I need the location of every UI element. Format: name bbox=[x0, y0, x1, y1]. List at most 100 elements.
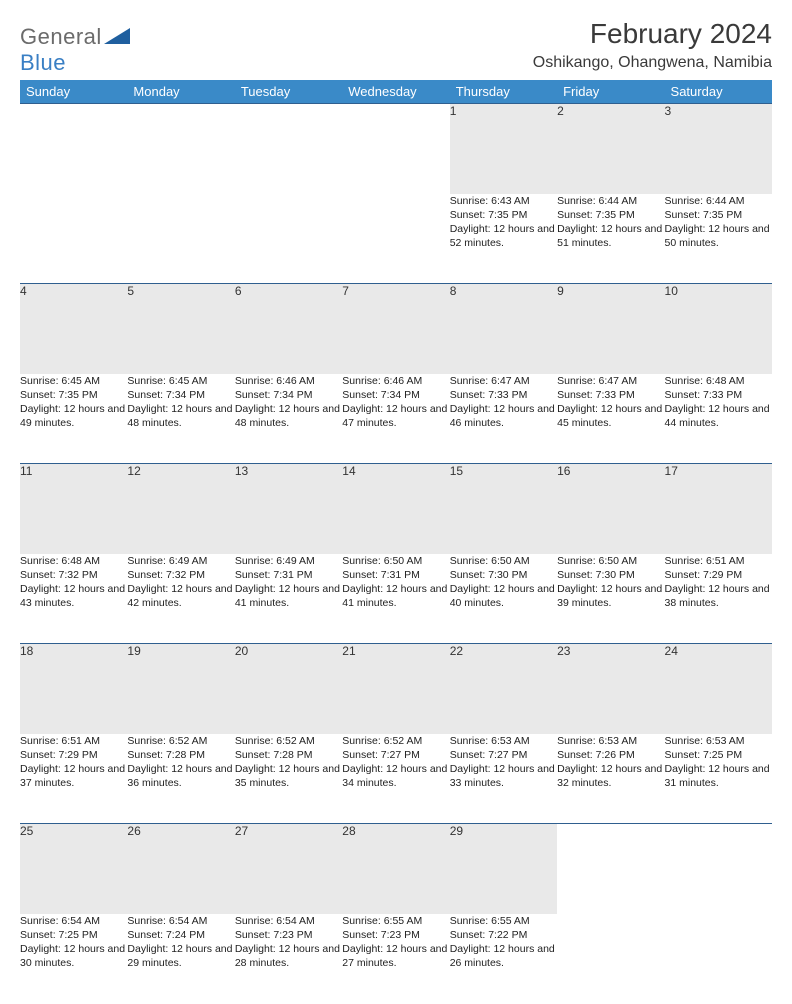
day-detail-cell: Sunrise: 6:53 AMSunset: 7:27 PMDaylight:… bbox=[450, 734, 557, 824]
daylight-line: Daylight: 12 hours and 39 minutes. bbox=[557, 582, 664, 610]
sunrise-line: Sunrise: 6:51 AM bbox=[20, 734, 127, 748]
weekday-header: Monday bbox=[127, 80, 234, 104]
detail-row: Sunrise: 6:51 AMSunset: 7:29 PMDaylight:… bbox=[20, 734, 772, 824]
sunrise-line: Sunrise: 6:53 AM bbox=[557, 734, 664, 748]
sunrise-line: Sunrise: 6:48 AM bbox=[20, 554, 127, 568]
day-detail-cell bbox=[235, 194, 342, 284]
sunset-line: Sunset: 7:35 PM bbox=[557, 208, 664, 222]
sunset-line: Sunset: 7:35 PM bbox=[665, 208, 772, 222]
daylight-line: Daylight: 12 hours and 45 minutes. bbox=[557, 402, 664, 430]
daylight-line: Daylight: 12 hours and 51 minutes. bbox=[557, 222, 664, 250]
day-number-cell: 7 bbox=[342, 284, 449, 374]
sunset-line: Sunset: 7:34 PM bbox=[127, 388, 234, 402]
day-detail-cell: Sunrise: 6:47 AMSunset: 7:33 PMDaylight:… bbox=[557, 374, 664, 464]
day-detail-cell: Sunrise: 6:54 AMSunset: 7:24 PMDaylight:… bbox=[127, 914, 234, 1004]
month-title: February 2024 bbox=[533, 18, 772, 50]
day-number-cell: 14 bbox=[342, 464, 449, 554]
daylight-line: Daylight: 12 hours and 33 minutes. bbox=[450, 762, 557, 790]
weekday-header-row: Sunday Monday Tuesday Wednesday Thursday… bbox=[20, 80, 772, 104]
detail-row: Sunrise: 6:48 AMSunset: 7:32 PMDaylight:… bbox=[20, 554, 772, 644]
day-detail-cell: Sunrise: 6:55 AMSunset: 7:23 PMDaylight:… bbox=[342, 914, 449, 1004]
daynum-row: 123 bbox=[20, 104, 772, 194]
sunset-line: Sunset: 7:24 PM bbox=[127, 928, 234, 942]
day-detail-cell: Sunrise: 6:45 AMSunset: 7:34 PMDaylight:… bbox=[127, 374, 234, 464]
sunrise-line: Sunrise: 6:50 AM bbox=[557, 554, 664, 568]
day-detail-cell: Sunrise: 6:45 AMSunset: 7:35 PMDaylight:… bbox=[20, 374, 127, 464]
day-number-cell: 9 bbox=[557, 284, 664, 374]
sunset-line: Sunset: 7:34 PM bbox=[235, 388, 342, 402]
day-number-cell bbox=[127, 104, 234, 194]
sunrise-line: Sunrise: 6:49 AM bbox=[127, 554, 234, 568]
sunset-line: Sunset: 7:28 PM bbox=[235, 748, 342, 762]
sunrise-line: Sunrise: 6:46 AM bbox=[235, 374, 342, 388]
day-detail-cell: Sunrise: 6:44 AMSunset: 7:35 PMDaylight:… bbox=[557, 194, 664, 284]
sunrise-line: Sunrise: 6:54 AM bbox=[20, 914, 127, 928]
sunset-line: Sunset: 7:33 PM bbox=[450, 388, 557, 402]
day-number-cell: 28 bbox=[342, 824, 449, 914]
day-number-cell: 17 bbox=[665, 464, 772, 554]
day-number-cell: 4 bbox=[20, 284, 127, 374]
daylight-line: Daylight: 12 hours and 36 minutes. bbox=[127, 762, 234, 790]
daylight-line: Daylight: 12 hours and 48 minutes. bbox=[127, 402, 234, 430]
sunset-line: Sunset: 7:32 PM bbox=[127, 568, 234, 582]
day-detail-cell: Sunrise: 6:49 AMSunset: 7:31 PMDaylight:… bbox=[235, 554, 342, 644]
daylight-line: Daylight: 12 hours and 40 minutes. bbox=[450, 582, 557, 610]
sunrise-line: Sunrise: 6:50 AM bbox=[450, 554, 557, 568]
day-number-cell bbox=[235, 104, 342, 194]
day-detail-cell: Sunrise: 6:50 AMSunset: 7:30 PMDaylight:… bbox=[450, 554, 557, 644]
sunset-line: Sunset: 7:23 PM bbox=[342, 928, 449, 942]
day-number-cell: 16 bbox=[557, 464, 664, 554]
daynum-row: 45678910 bbox=[20, 284, 772, 374]
day-number-cell: 29 bbox=[450, 824, 557, 914]
weekday-header: Tuesday bbox=[235, 80, 342, 104]
sunrise-line: Sunrise: 6:54 AM bbox=[127, 914, 234, 928]
header: General Blue February 2024 Oshikango, Oh… bbox=[20, 18, 772, 76]
day-detail-cell bbox=[665, 914, 772, 1004]
sunset-line: Sunset: 7:25 PM bbox=[20, 928, 127, 942]
sunrise-line: Sunrise: 6:55 AM bbox=[342, 914, 449, 928]
sunset-line: Sunset: 7:25 PM bbox=[665, 748, 772, 762]
daylight-line: Daylight: 12 hours and 41 minutes. bbox=[342, 582, 449, 610]
weekday-header: Thursday bbox=[450, 80, 557, 104]
sunset-line: Sunset: 7:27 PM bbox=[450, 748, 557, 762]
day-number-cell: 22 bbox=[450, 644, 557, 734]
sunset-line: Sunset: 7:35 PM bbox=[450, 208, 557, 222]
sunset-line: Sunset: 7:31 PM bbox=[342, 568, 449, 582]
day-detail-cell: Sunrise: 6:46 AMSunset: 7:34 PMDaylight:… bbox=[342, 374, 449, 464]
day-number-cell: 15 bbox=[450, 464, 557, 554]
day-detail-cell: Sunrise: 6:44 AMSunset: 7:35 PMDaylight:… bbox=[665, 194, 772, 284]
daylight-line: Daylight: 12 hours and 31 minutes. bbox=[665, 762, 772, 790]
sunset-line: Sunset: 7:28 PM bbox=[127, 748, 234, 762]
sunset-line: Sunset: 7:22 PM bbox=[450, 928, 557, 942]
day-number-cell: 20 bbox=[235, 644, 342, 734]
day-detail-cell: Sunrise: 6:51 AMSunset: 7:29 PMDaylight:… bbox=[665, 554, 772, 644]
sunrise-line: Sunrise: 6:52 AM bbox=[127, 734, 234, 748]
daylight-line: Daylight: 12 hours and 30 minutes. bbox=[20, 942, 127, 970]
day-detail-cell: Sunrise: 6:48 AMSunset: 7:32 PMDaylight:… bbox=[20, 554, 127, 644]
daylight-line: Daylight: 12 hours and 29 minutes. bbox=[127, 942, 234, 970]
day-number-cell: 3 bbox=[665, 104, 772, 194]
day-number-cell: 21 bbox=[342, 644, 449, 734]
daylight-line: Daylight: 12 hours and 52 minutes. bbox=[450, 222, 557, 250]
daylight-line: Daylight: 12 hours and 35 minutes. bbox=[235, 762, 342, 790]
day-detail-cell: Sunrise: 6:52 AMSunset: 7:28 PMDaylight:… bbox=[127, 734, 234, 824]
location-text: Oshikango, Ohangwena, Namibia bbox=[533, 54, 772, 72]
sunrise-line: Sunrise: 6:43 AM bbox=[450, 194, 557, 208]
day-detail-cell bbox=[557, 914, 664, 1004]
day-number-cell: 24 bbox=[665, 644, 772, 734]
day-number-cell: 25 bbox=[20, 824, 127, 914]
sunset-line: Sunset: 7:30 PM bbox=[557, 568, 664, 582]
day-detail-cell: Sunrise: 6:52 AMSunset: 7:27 PMDaylight:… bbox=[342, 734, 449, 824]
sunset-line: Sunset: 7:27 PM bbox=[342, 748, 449, 762]
daylight-line: Daylight: 12 hours and 41 minutes. bbox=[235, 582, 342, 610]
logo-word-general: General bbox=[20, 24, 102, 49]
sunrise-line: Sunrise: 6:48 AM bbox=[665, 374, 772, 388]
daynum-row: 11121314151617 bbox=[20, 464, 772, 554]
calendar-table: Sunday Monday Tuesday Wednesday Thursday… bbox=[20, 80, 772, 1004]
day-number-cell: 2 bbox=[557, 104, 664, 194]
sunset-line: Sunset: 7:30 PM bbox=[450, 568, 557, 582]
day-detail-cell: Sunrise: 6:52 AMSunset: 7:28 PMDaylight:… bbox=[235, 734, 342, 824]
day-detail-cell: Sunrise: 6:46 AMSunset: 7:34 PMDaylight:… bbox=[235, 374, 342, 464]
day-number-cell: 5 bbox=[127, 284, 234, 374]
daylight-line: Daylight: 12 hours and 43 minutes. bbox=[20, 582, 127, 610]
